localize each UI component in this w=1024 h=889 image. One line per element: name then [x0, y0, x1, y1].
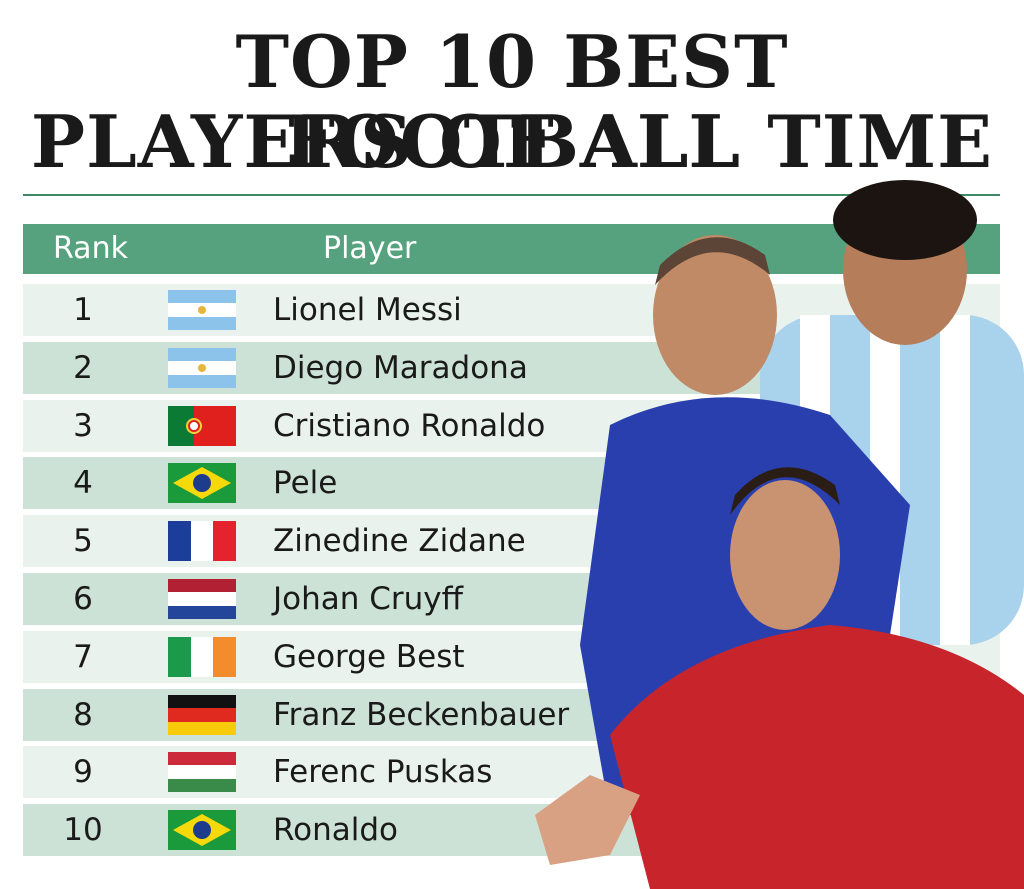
player-name: Ronaldo — [273, 812, 399, 849]
flag — [168, 636, 236, 677]
flag — [168, 347, 236, 388]
player-name: Zinedine Zidane — [273, 523, 526, 560]
rank: 10 — [63, 812, 103, 849]
player-name: Pele — [273, 465, 338, 502]
player-name: Diego Maradona — [273, 349, 528, 386]
player-name: Franz Beckenbauer — [273, 696, 570, 733]
rank: 9 — [73, 754, 93, 791]
flag — [168, 810, 236, 851]
flag — [168, 579, 236, 619]
divider — [23, 194, 1000, 196]
flag — [168, 290, 236, 330]
flag — [168, 463, 236, 504]
rank: 5 — [73, 523, 93, 560]
rank: 3 — [73, 407, 93, 444]
flag — [168, 405, 236, 446]
rank: 7 — [73, 638, 93, 675]
header-cell: Player — [323, 231, 417, 266]
player-name: Ferenc Puskas — [273, 754, 493, 791]
flag — [168, 521, 236, 562]
rank: 2 — [73, 349, 93, 386]
rank: 4 — [73, 465, 93, 502]
player-name: Cristiano Ronaldo — [273, 407, 546, 444]
header-cell: Rank — [53, 231, 128, 266]
flag — [168, 752, 236, 793]
ronaldo — [535, 467, 1024, 889]
rank: 6 — [73, 581, 93, 617]
player-name: Lionel Messi — [273, 292, 462, 328]
player-name: George Best — [273, 638, 465, 675]
player-name: Johan Cruyff — [273, 581, 463, 617]
player-photos — [535, 180, 1024, 889]
flag — [168, 694, 236, 735]
title: TOP 10 BEST FOOTBALL — [235, 19, 789, 184]
rank: 1 — [73, 292, 93, 328]
rank: 8 — [73, 696, 93, 733]
title: PLAYERS OF ALL TIME — [30, 99, 994, 184]
